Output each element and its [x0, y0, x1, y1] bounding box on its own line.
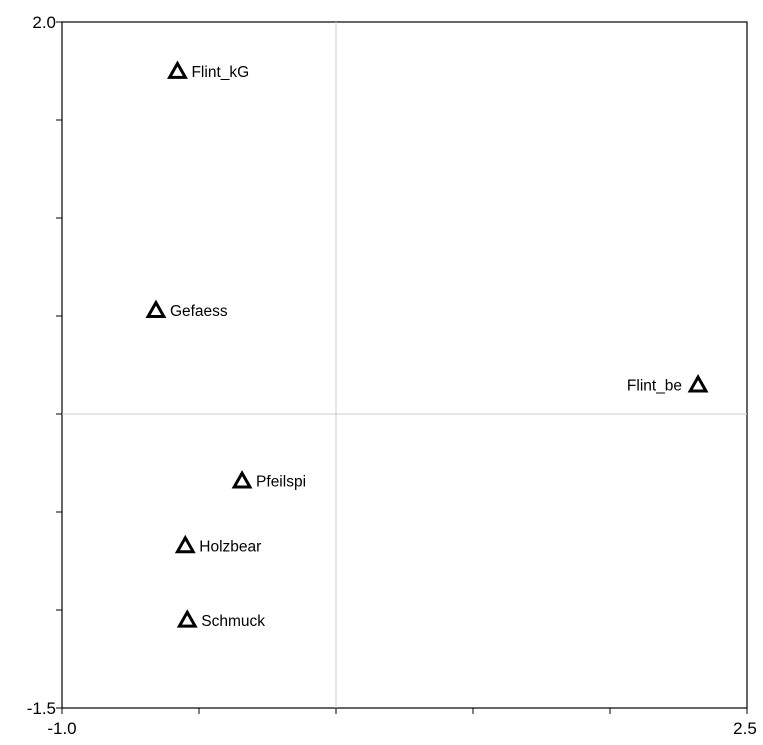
triangle-marker: [145, 299, 167, 318]
y-tick-label-min: -1.5: [27, 699, 56, 718]
triangle-marker: [231, 470, 253, 489]
triangle-marker: [167, 60, 188, 79]
point-label: Pfeilspi: [256, 474, 306, 491]
triangle-marker: [174, 534, 196, 554]
data-points: Flint_kG Gefaess Flint_be Pfeilspi Holzbear S…: [145, 60, 709, 630]
data-point: Schmuck: [176, 609, 265, 630]
triangle-marker: [687, 374, 709, 393]
point-label: Flint_kG: [191, 64, 249, 81]
data-point: Flint_kG: [167, 60, 249, 81]
data-point: Gefaess: [145, 299, 228, 320]
triangle-marker: [176, 609, 198, 628]
y-tick-label-max: 2.0: [32, 13, 56, 32]
x-tick-label-min: -1.0: [47, 719, 76, 738]
point-label: Flint_be: [627, 378, 682, 395]
point-label: Gefaess: [170, 303, 228, 320]
data-point: Flint_be: [627, 374, 709, 395]
x-tick-label-max: 2.5: [733, 719, 757, 738]
point-label: Holzbear: [199, 538, 261, 555]
plot-frame: [61, 21, 748, 709]
tick-marks: [56, 21, 748, 714]
point-label: Schmuck: [201, 613, 265, 630]
data-point: Pfeilspi: [231, 470, 306, 491]
data-point: Holzbear: [174, 534, 261, 555]
